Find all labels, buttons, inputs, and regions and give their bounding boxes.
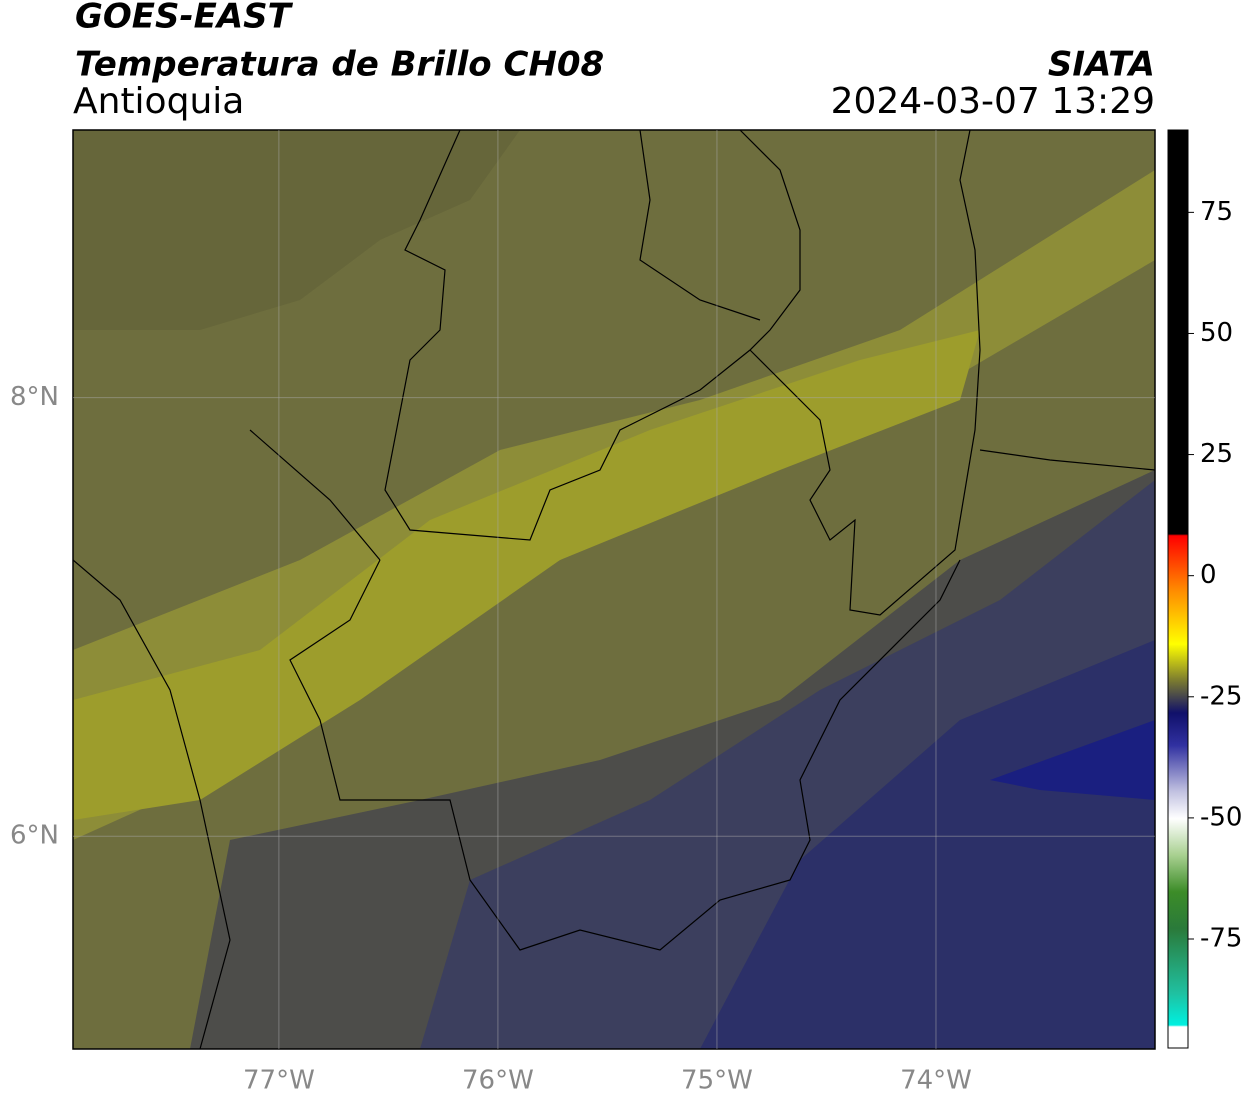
agency: SIATA (1048, 45, 1155, 85)
title: GOES-EAST (75, 0, 294, 37)
x-tick-label: 74°W (900, 1066, 972, 1096)
map-frame (72, 129, 1156, 1050)
x-tick-label: 75°W (681, 1066, 753, 1096)
y-tick-label: 8°N (10, 382, 59, 412)
colorbar-tick-label: 25 (1200, 439, 1233, 469)
colorbar-tick-label: 50 (1200, 318, 1233, 348)
subtitle: Temperatura de Brillo CH08 (75, 45, 604, 85)
x-tick-label: 77°W (243, 1066, 315, 1096)
y-tick-label: 6°N (10, 821, 59, 851)
x-tick-label: 76°W (462, 1066, 534, 1096)
colorbar (1167, 129, 1189, 1049)
colorbar-tick-label: 0 (1200, 560, 1217, 590)
colorbar-tick-label: 75 (1200, 197, 1233, 227)
datetime: 2024-03-07 13:29 (831, 81, 1155, 122)
region: Antioquia (73, 81, 244, 122)
colorbar-tick-label: -75 (1200, 924, 1242, 954)
colorbar-tick-label: -25 (1200, 681, 1242, 711)
imagery (73, 130, 1155, 1049)
colorbar-tick-label: -50 (1200, 802, 1242, 832)
